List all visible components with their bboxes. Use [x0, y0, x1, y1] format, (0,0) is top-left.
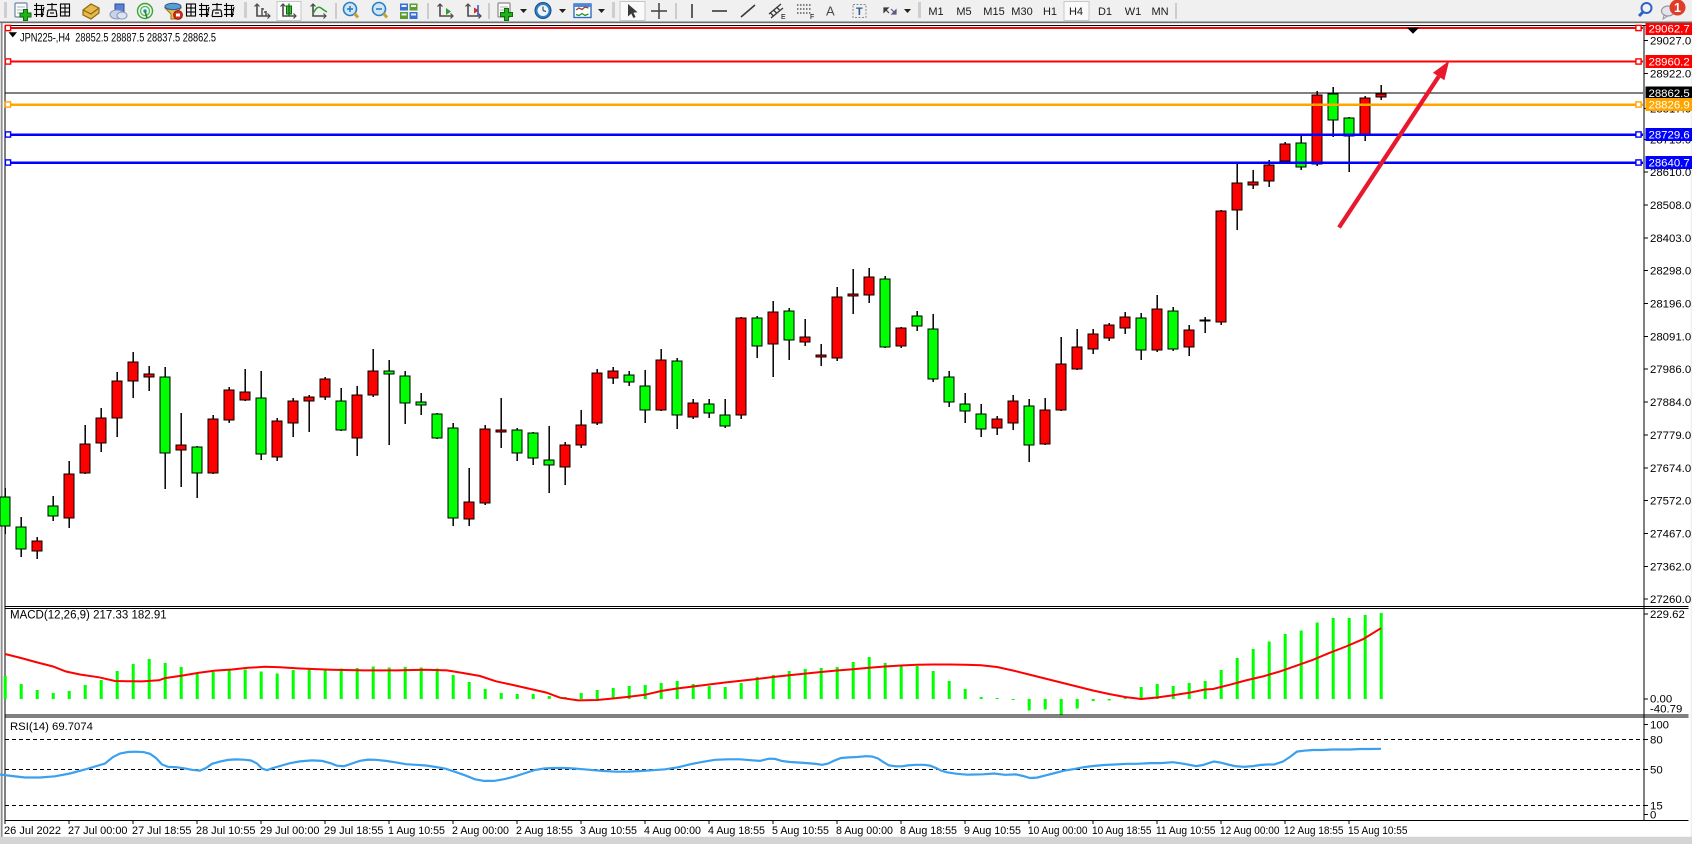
- svg-text:12 Aug 00:00: 12 Aug 00:00: [1220, 825, 1280, 837]
- svg-text:2 Aug 00:00: 2 Aug 00:00: [452, 825, 509, 837]
- svg-text:M1: M1: [928, 6, 943, 18]
- svg-text:10 Aug 18:55: 10 Aug 18:55: [1092, 825, 1152, 837]
- svg-text:M5: M5: [956, 6, 971, 18]
- svg-text:MACD(12,26,9) 217.33 182.91: MACD(12,26,9) 217.33 182.91: [10, 610, 167, 622]
- svg-text:80: 80: [1650, 735, 1663, 747]
- svg-text:M15: M15: [983, 6, 1004, 18]
- svg-text:27986.0: 27986.0: [1650, 364, 1691, 376]
- svg-text:11 Aug 10:55: 11 Aug 10:55: [1156, 825, 1216, 837]
- svg-text:2 Aug 18:55: 2 Aug 18:55: [516, 825, 573, 837]
- svg-text:9 Aug 10:55: 9 Aug 10:55: [964, 825, 1021, 837]
- svg-text:28862.5: 28862.5: [1649, 88, 1690, 100]
- svg-text:29 Jul 00:00: 29 Jul 00:00: [260, 825, 320, 837]
- svg-text:M30: M30: [1011, 6, 1032, 18]
- svg-text:8 Aug 18:55: 8 Aug 18:55: [900, 825, 957, 837]
- svg-text:T: T: [856, 6, 863, 18]
- svg-text:100: 100: [1650, 720, 1669, 732]
- svg-text:29062.7: 29062.7: [1649, 24, 1690, 36]
- svg-text:27674.0: 27674.0: [1650, 463, 1691, 475]
- svg-text:50: 50: [1650, 765, 1663, 777]
- svg-text:4 Aug 00:00: 4 Aug 00:00: [644, 825, 701, 837]
- svg-text:28403.0: 28403.0: [1650, 233, 1691, 245]
- svg-text:3 Aug 10:55: 3 Aug 10:55: [580, 825, 637, 837]
- svg-text:H4: H4: [1069, 6, 1083, 18]
- svg-text:0.00: 0.00: [1650, 694, 1672, 706]
- svg-text:RSI(14) 69.7074: RSI(14) 69.7074: [10, 721, 93, 733]
- svg-text:28 Jul 10:55: 28 Jul 10:55: [196, 825, 256, 837]
- svg-text:8 Aug 00:00: 8 Aug 00:00: [836, 825, 893, 837]
- svg-text:0: 0: [1650, 810, 1656, 822]
- svg-text:10 Aug 00:00: 10 Aug 00:00: [1028, 825, 1088, 837]
- svg-text:27260.0: 27260.0: [1650, 594, 1691, 606]
- svg-text:D1: D1: [1098, 6, 1112, 18]
- svg-text:28826.9: 28826.9: [1649, 100, 1690, 112]
- svg-text:28298.0: 28298.0: [1650, 266, 1691, 278]
- svg-text:MN: MN: [1151, 6, 1168, 18]
- svg-text:-40.79: -40.79: [1650, 704, 1682, 716]
- svg-text:28960.2: 28960.2: [1649, 57, 1690, 69]
- svg-text:JPN225-,H4 28852.5 28887.5 28: JPN225-,H4 28852.5 28887.5 28837.5 28862…: [20, 33, 216, 45]
- svg-text:A: A: [826, 4, 835, 19]
- svg-text:E: E: [781, 14, 786, 21]
- svg-text:H1: H1: [1043, 6, 1057, 18]
- svg-text:27884.0: 27884.0: [1650, 397, 1691, 409]
- svg-text:28640.7: 28640.7: [1649, 158, 1690, 170]
- svg-text:28196.0: 28196.0: [1650, 299, 1691, 311]
- svg-text:15: 15: [1650, 801, 1663, 813]
- svg-text:28508.0: 28508.0: [1650, 200, 1691, 212]
- svg-text:229.62: 229.62: [1650, 609, 1685, 621]
- svg-text:27 Jul 00:00: 27 Jul 00:00: [68, 825, 128, 837]
- svg-text:28610.0: 28610.0: [1650, 167, 1691, 179]
- svg-text:28922.0: 28922.0: [1650, 69, 1691, 81]
- svg-text:1 Aug 10:55: 1 Aug 10:55: [388, 825, 445, 837]
- svg-text:27572.0: 27572.0: [1650, 496, 1691, 508]
- svg-text:1: 1: [1674, 1, 1681, 15]
- svg-text:26 Jul 2022: 26 Jul 2022: [4, 825, 61, 837]
- svg-text:W1: W1: [1125, 6, 1142, 18]
- svg-text:27362.0: 27362.0: [1650, 561, 1691, 573]
- svg-text:F: F: [810, 14, 814, 21]
- svg-text:27467.0: 27467.0: [1650, 528, 1691, 540]
- svg-text:28729.6: 28729.6: [1649, 130, 1690, 142]
- svg-text:15 Aug 10:55: 15 Aug 10:55: [1348, 825, 1408, 837]
- svg-text:27 Jul 18:55: 27 Jul 18:55: [132, 825, 192, 837]
- svg-text:4 Aug 18:55: 4 Aug 18:55: [708, 825, 765, 837]
- svg-text:29027.0: 29027.0: [1650, 36, 1691, 48]
- svg-text:5 Aug 10:55: 5 Aug 10:55: [772, 825, 829, 837]
- svg-text:12 Aug 18:55: 12 Aug 18:55: [1284, 825, 1344, 837]
- svg-text:28091.0: 28091.0: [1650, 331, 1691, 343]
- svg-text:27779.0: 27779.0: [1650, 430, 1691, 442]
- svg-text:29 Jul 18:55: 29 Jul 18:55: [324, 825, 384, 837]
